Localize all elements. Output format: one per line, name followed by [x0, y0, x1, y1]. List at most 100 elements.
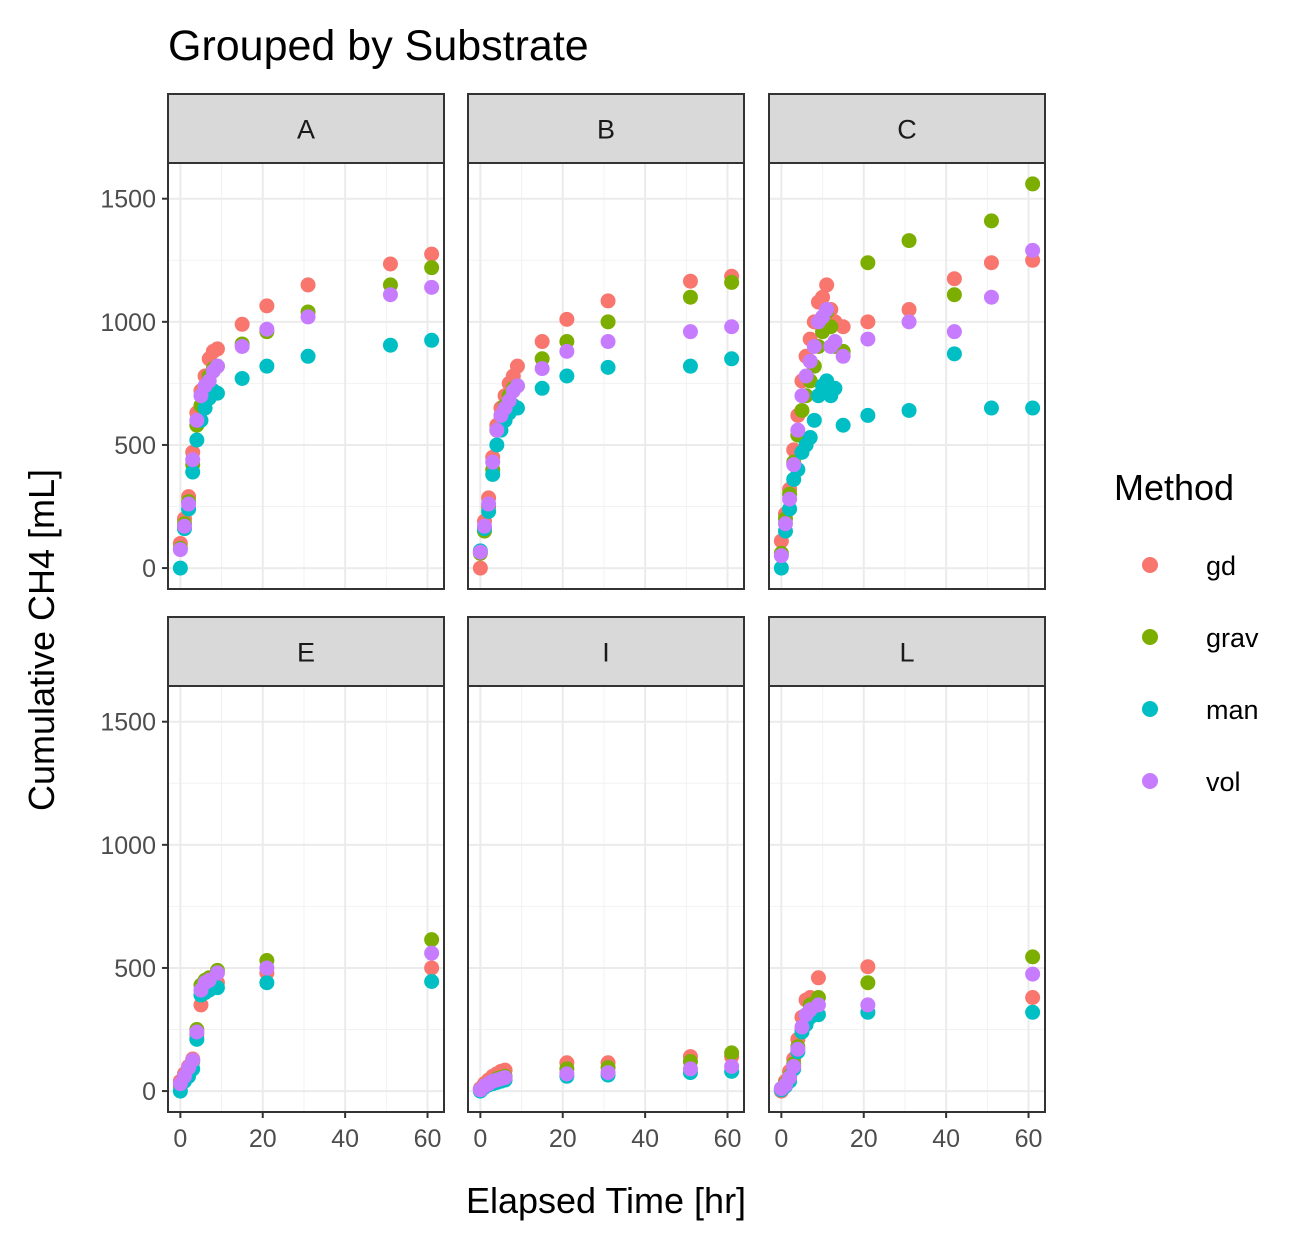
data-point-grav [860, 255, 876, 271]
data-point-man [424, 973, 440, 989]
y-tick-label: 1000 [100, 309, 156, 337]
facet-strip-label: B [597, 115, 615, 145]
y-axis-title: Cumulative CH4 [mL] [21, 469, 62, 811]
x-axis-title: Elapsed Time [hr] [466, 1180, 746, 1221]
data-point-vol [600, 334, 616, 350]
data-point-vol [509, 378, 525, 394]
legend-key-grav [1142, 629, 1158, 645]
data-point-vol [946, 324, 962, 340]
data-point-gd [815, 289, 831, 305]
facet-strip [467, 93, 745, 164]
y-tick-label: 500 [114, 432, 156, 460]
data-point-gd [424, 246, 440, 262]
data-point-vol [773, 548, 789, 564]
x-tick-label: 20 [249, 1125, 277, 1153]
data-point-vol [189, 412, 205, 428]
x-tick-label: 60 [1015, 1125, 1043, 1153]
data-point-gd [901, 302, 917, 318]
data-point-vol [786, 1058, 802, 1074]
data-point-man [806, 412, 822, 428]
facet-strip-label: L [899, 638, 914, 668]
data-point-vol [682, 324, 698, 340]
data-point-vol [209, 358, 225, 374]
data-point-man [1025, 1004, 1041, 1020]
x-tick-label: 40 [932, 1125, 960, 1153]
data-point-man [827, 380, 843, 396]
data-point-man [259, 975, 275, 991]
data-point-gd [835, 319, 851, 335]
y-tick-label: 500 [114, 955, 156, 983]
legend-label: grav [1206, 623, 1259, 653]
data-point-vol [259, 960, 275, 976]
data-point-man [382, 337, 398, 353]
data-point-grav [794, 402, 810, 418]
data-point-vol [481, 496, 497, 512]
data-point-vol [777, 516, 793, 532]
facet-strip-label: E [297, 638, 315, 668]
data-point-vol [600, 1065, 616, 1081]
data-point-grav [946, 287, 962, 303]
data-point-grav [682, 289, 698, 305]
legend-label: man [1206, 695, 1259, 725]
data-point-vol [185, 1052, 201, 1068]
data-point-vol [189, 1024, 205, 1040]
data-point-vol [724, 319, 740, 335]
data-point-vol [176, 518, 192, 534]
data-point-vol [1025, 966, 1041, 982]
facet-strip-label: C [897, 115, 917, 145]
data-point-man [185, 464, 201, 480]
data-point-grav [1025, 949, 1041, 965]
data-point-vol [424, 945, 440, 961]
data-point-man [559, 368, 575, 384]
data-point-vol [424, 279, 440, 295]
data-point-vol [234, 338, 250, 354]
data-point-man [424, 332, 440, 348]
data-point-gd [983, 255, 999, 271]
data-point-vol [485, 454, 501, 470]
data-point-gd [509, 358, 525, 374]
data-point-grav [424, 260, 440, 276]
y-tick-label: 1000 [100, 832, 156, 860]
data-point-vol [802, 353, 818, 369]
data-point-gd [209, 341, 225, 357]
data-point-gd [534, 334, 550, 350]
data-point-man [209, 385, 225, 401]
data-point-man [172, 560, 188, 576]
data-point-man [234, 370, 250, 386]
data-point-vol [790, 1041, 806, 1057]
facet-strip-label: I [602, 638, 610, 668]
data-point-gd [600, 293, 616, 309]
y-tick-label: 0 [142, 1078, 156, 1106]
data-point-vol [794, 1019, 810, 1035]
legend-label: gd [1206, 551, 1236, 581]
data-point-man [983, 400, 999, 416]
data-point-vol [794, 388, 810, 404]
data-point-vol [860, 331, 876, 347]
data-point-gd [682, 273, 698, 289]
data-point-grav [1025, 176, 1041, 192]
y-tick-label: 0 [142, 555, 156, 583]
data-point-man [300, 348, 316, 364]
x-tick-label: 20 [850, 1125, 878, 1153]
legend-label: vol [1206, 767, 1241, 797]
data-point-vol [724, 1058, 740, 1074]
x-tick-label: 40 [331, 1125, 359, 1153]
data-point-grav [860, 975, 876, 991]
data-point-grav [983, 213, 999, 229]
data-point-vol [300, 309, 316, 325]
data-point-vol [806, 338, 822, 354]
data-point-vol [682, 1061, 698, 1077]
data-point-man [724, 351, 740, 367]
y-tick-label: 1500 [100, 186, 156, 214]
data-point-man [189, 432, 205, 448]
data-point-vol [798, 368, 814, 384]
data-point-grav [724, 274, 740, 290]
data-point-gd [819, 277, 835, 293]
panel-border [167, 685, 445, 1113]
x-tick-label: 20 [549, 1125, 577, 1153]
data-point-vol [1025, 242, 1041, 258]
legend-key-vol [1142, 773, 1158, 789]
panel-background [168, 686, 444, 1112]
data-point-gd [559, 311, 575, 327]
